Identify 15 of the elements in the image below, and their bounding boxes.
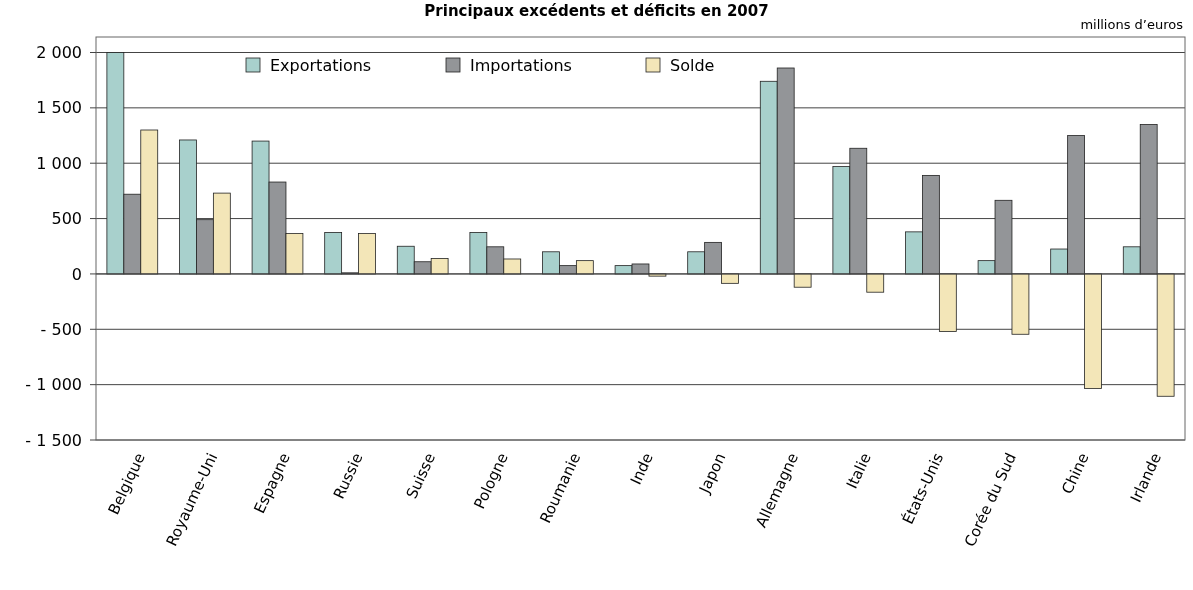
y-tick-label: 500 [51,209,82,229]
x-tick-label: Inde [626,450,657,488]
chart-title: Principaux excédents et déficits en 2007 [424,2,769,20]
y-tick-label: - 500 [40,319,82,339]
legend-label: Importations [470,55,572,75]
y-tick-label: 2 000 [36,43,82,63]
legend-label: Exportations [270,55,372,75]
y-tick-label: - 1 000 [25,375,82,395]
x-tick-label: Italie [842,450,875,492]
legend-label: Solde [670,55,715,75]
y-tick-label: 0 [71,264,82,284]
y-tick-label: 1 000 [36,153,82,173]
y-axis-title: millions d’euros [1080,17,1184,32]
y-tick-label: 1 500 [36,98,82,118]
y-tick-label: - 1 500 [25,430,82,450]
